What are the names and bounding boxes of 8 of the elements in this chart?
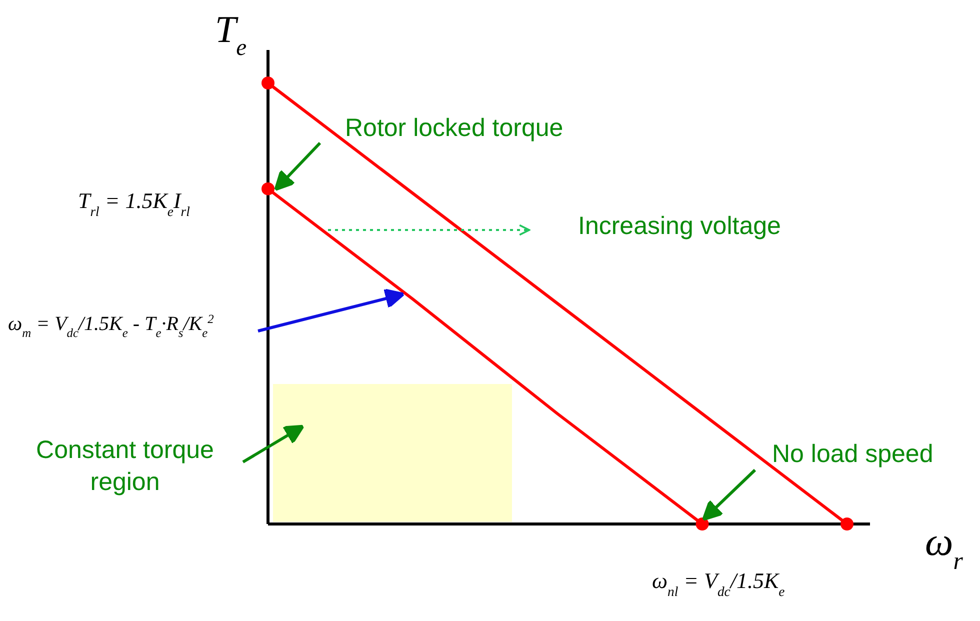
x-axis-title: ω$_{r}$ (925, 519, 964, 574)
annotation: No load speed (772, 440, 934, 468)
text: ω$_{nl}$ = V$_{dc}$/1.5K$_{e}$ (652, 568, 785, 598)
annotation: Rotor locked torque (345, 114, 564, 142)
annotation: Increasing voltage (578, 212, 781, 240)
y-axis-title: T$_{e}$ (215, 9, 247, 61)
text: T$_{rl}$ = 1.5K$_{e}$I$_{rl}$ (78, 188, 190, 218)
text: Constant torque region (36, 436, 214, 496)
